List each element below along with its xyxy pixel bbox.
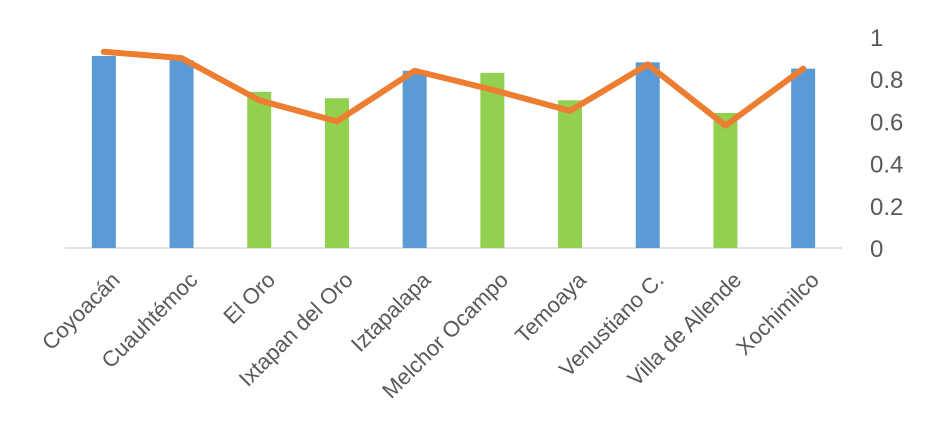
bar-9	[791, 68, 816, 249]
y-tick-label-4: 0.8	[870, 67, 903, 94]
y-tick-label-1: 0.2	[870, 194, 903, 221]
series-line	[100, 48, 807, 129]
x-tick-label-9: Xochimilco	[731, 267, 824, 360]
bar-1	[169, 60, 194, 249]
line-series-group	[100, 48, 807, 129]
y-axis-tick-labels: 0 0.2 0.4 0.6 0.8 1	[870, 25, 903, 263]
bar-5	[480, 72, 505, 249]
bar-6	[558, 100, 583, 248]
y-tick-label-3: 0.6	[870, 109, 903, 136]
y-tick-label-2: 0.4	[870, 152, 903, 179]
bar-group	[91, 55, 816, 249]
bar-4	[402, 70, 427, 248]
bar-8	[713, 112, 738, 249]
x-tick-label-6: Temoaya	[510, 267, 591, 348]
bar-0	[91, 55, 116, 248]
x-tick-label-2: El Oro	[218, 267, 280, 329]
y-tick-label-5: 1	[870, 25, 883, 52]
bar-2	[247, 91, 272, 248]
bar-7	[635, 62, 660, 248]
y-tick-label-0: 0	[870, 236, 883, 263]
